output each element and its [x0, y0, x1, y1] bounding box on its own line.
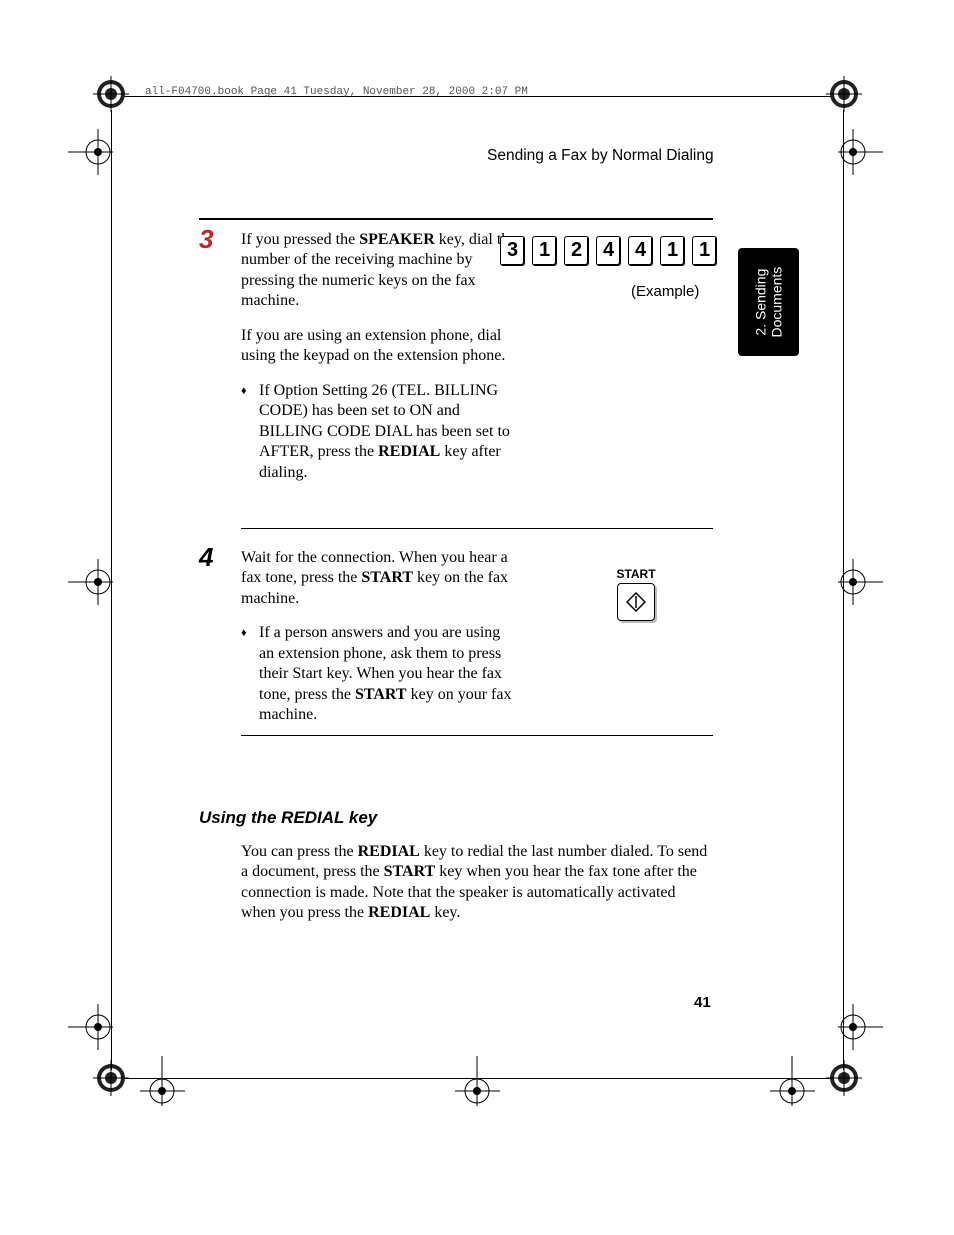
registration-mark-icon — [826, 76, 862, 112]
step3-bullet: If Option Setting 26 (TEL. BILLING CODE)… — [259, 381, 519, 483]
crosshair-icon — [58, 125, 113, 185]
digit-key: 3 — [500, 236, 525, 266]
digit-key: 4 — [628, 236, 653, 266]
separator — [241, 735, 713, 736]
digit-key: 4 — [596, 236, 621, 266]
digit-key: 1 — [532, 236, 557, 266]
page: all-F04700.book Page 41 Tuesday, Novembe… — [0, 0, 954, 1235]
registration-mark-icon — [93, 76, 129, 112]
crosshair-icon — [58, 555, 113, 615]
start-diamond-icon — [626, 592, 646, 612]
step3-para1: If you pressed the SPEAKER key, dial the… — [241, 230, 519, 312]
crosshair-icon — [838, 555, 893, 615]
step-body: Wait for the connection. When you hear a… — [241, 548, 519, 726]
crosshair-icon — [838, 125, 893, 185]
step4-bullet: If a person answers and you are using an… — [259, 623, 519, 725]
step-number: 3 — [199, 224, 213, 255]
step-number: 4 — [199, 542, 213, 573]
step3-para2: If you are using an extension phone, dia… — [241, 326, 519, 367]
example-digits: 3 1 2 4 4 1 1 — [500, 236, 717, 266]
crosshair-icon — [770, 1056, 815, 1111]
crosshair-icon — [140, 1056, 185, 1111]
start-button-illustration: START — [611, 567, 661, 621]
crosshair-icon — [455, 1056, 500, 1111]
running-header: Sending a Fax by Normal Dialing — [487, 147, 714, 165]
start-button-label: START — [611, 567, 661, 581]
redial-paragraph: You can press the REDIAL key to redial t… — [241, 842, 711, 924]
crosshair-icon — [58, 1000, 113, 1060]
step4-para1: Wait for the connection. When you hear a… — [241, 548, 519, 609]
chapter-tab-line2: Documents — [769, 267, 785, 338]
crosshair-icon — [838, 1000, 893, 1060]
chapter-tab-line1: 2. Sending — [752, 269, 768, 336]
digit-key: 2 — [564, 236, 589, 266]
digit-key: 1 — [692, 236, 717, 266]
registration-mark-icon — [826, 1060, 862, 1096]
page-number: 41 — [694, 994, 711, 1011]
step-body: If you pressed the SPEAKER key, dial the… — [241, 230, 519, 483]
digit-key: 1 — [660, 236, 685, 266]
separator — [199, 218, 713, 220]
separator — [241, 528, 713, 529]
chapter-tab: 2. Sending Documents — [738, 248, 799, 356]
file-header: all-F04700.book Page 41 Tuesday, Novembe… — [145, 86, 528, 98]
example-label: (Example) — [631, 283, 699, 300]
start-button-key — [617, 583, 655, 621]
subheading-redial: Using the REDIAL key — [199, 808, 377, 828]
